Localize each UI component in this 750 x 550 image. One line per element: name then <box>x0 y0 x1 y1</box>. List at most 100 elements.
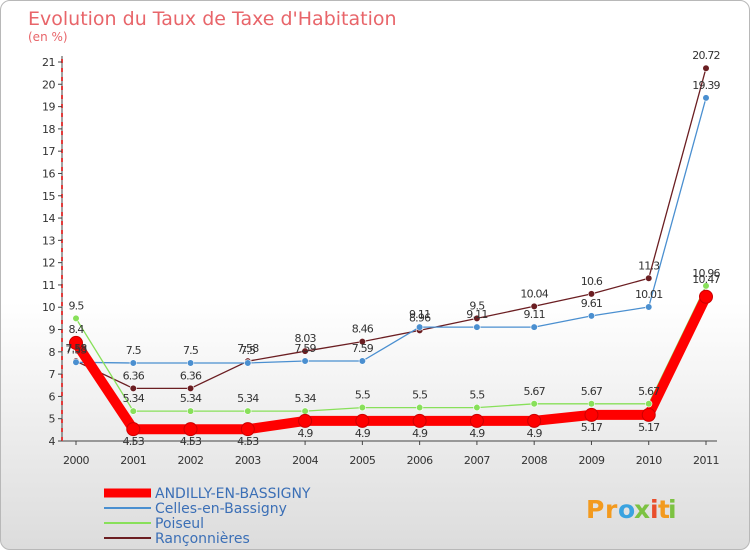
logo-letter: P <box>586 495 604 524</box>
data-label: 9.5 <box>68 299 84 312</box>
data-label: 7.59 <box>294 342 316 355</box>
data-point <box>183 422 198 437</box>
x-tick-label: 2006 <box>407 454 433 467</box>
logo-letter: i <box>668 495 677 524</box>
data-point <box>298 413 313 428</box>
data-point <box>186 407 195 415</box>
data-label: 6.36 <box>123 369 145 382</box>
data-point <box>129 407 137 415</box>
data-point <box>244 407 252 415</box>
data-point <box>702 282 710 290</box>
data-point <box>72 314 80 322</box>
data-point <box>416 403 424 412</box>
data-point <box>473 323 481 331</box>
y-tick-label: 19 <box>42 101 55 114</box>
data-point <box>301 407 309 415</box>
series-line-2 <box>75 285 707 412</box>
x-tick-label: 2000 <box>63 454 89 467</box>
data-label: 5.67 <box>638 385 660 398</box>
data-label: 10.47 <box>692 273 720 286</box>
logo-letter: t <box>658 495 670 524</box>
x-tick-label: 2004 <box>292 454 318 467</box>
data-label: 7.58 <box>237 342 259 355</box>
y-tick-label: 11 <box>42 279 55 292</box>
series-lines <box>71 67 711 435</box>
y-tick-label: 16 <box>42 167 55 180</box>
data-point <box>473 314 481 322</box>
y-tick-label: 4 <box>49 435 56 448</box>
data-label: 5.67 <box>524 385 546 398</box>
data-point <box>358 337 366 346</box>
chart-subtitle: (en %) <box>28 30 68 44</box>
data-point <box>645 400 653 408</box>
data-label: 10.6 <box>581 275 603 288</box>
data-label: 11.3 <box>638 259 660 272</box>
data-label: 8.03 <box>294 332 316 345</box>
data-point <box>129 359 137 367</box>
data-label: 10.04 <box>520 287 548 300</box>
data-point <box>240 422 255 437</box>
data-label: 8.46 <box>352 323 374 336</box>
data-label: 5.34 <box>294 392 316 405</box>
x-tick-label: 2008 <box>521 454 547 467</box>
data-label: 5.5 <box>469 389 485 402</box>
data-label: 4.53 <box>123 435 145 448</box>
data-label: 7.5 <box>183 344 199 357</box>
data-label: 19.39 <box>692 79 720 92</box>
x-tick-label: 2011 <box>693 454 719 467</box>
data-label: 7.53 <box>65 343 87 356</box>
logo-letter: x <box>634 495 650 524</box>
data-label: 7.5 <box>240 344 256 357</box>
data-label: 9.61 <box>581 297 602 310</box>
data-point <box>587 312 596 320</box>
data-point <box>358 357 366 365</box>
data-label: 9.11 <box>466 308 487 321</box>
x-tick-label: 2009 <box>578 454 604 467</box>
legend-label: Poiseul <box>155 516 204 532</box>
data-label: 9.11 <box>524 308 545 321</box>
data-label: 7.5 <box>126 344 142 357</box>
data-point <box>587 400 596 408</box>
data-label: 5.34 <box>180 392 202 405</box>
data-point <box>301 357 309 365</box>
y-tick-label: 14 <box>42 212 55 225</box>
data-label: 5.17 <box>581 421 603 434</box>
data-point <box>69 335 83 350</box>
logo-letter: o <box>618 495 635 524</box>
data-labels: 8.4 4.53 4.53 4.53 4.9 4.9 4.9 4.9 4.9 5.17 5.17 10… <box>65 49 721 448</box>
data-label: 7.59 <box>352 342 374 355</box>
y-tick-label: 12 <box>42 257 55 270</box>
data-point <box>702 94 710 102</box>
data-label: 10.96 <box>692 267 720 280</box>
axes: 4 5 6 7 8 9 10 11 12 13 14 15 16 17 18 19 20 21 2000 2001 20… <box>42 56 720 467</box>
x-tick-label: 2010 <box>636 454 662 467</box>
data-label: 4.9 <box>469 427 485 440</box>
data-point <box>358 403 366 412</box>
y-tick-label: 10 <box>42 301 55 314</box>
data-label: 4.53 <box>237 435 259 448</box>
data-point <box>587 290 596 298</box>
y-tick-label: 18 <box>42 123 55 136</box>
data-label: 5.17 <box>638 421 660 434</box>
data-label: 9.5 <box>469 299 485 312</box>
series-line-3 <box>75 67 707 390</box>
data-label: 10.01 <box>635 288 663 301</box>
logo-letter: i <box>650 495 659 524</box>
data-label: 7.58 <box>65 342 87 355</box>
data-label: 4.9 <box>412 427 428 440</box>
legend-label: Rançonnières <box>155 531 250 547</box>
legend: ANDILLY-EN-BASSIGNYCelles-en-BassignyPoi… <box>104 486 311 547</box>
series-points <box>69 64 713 437</box>
data-label: 4.9 <box>355 427 371 440</box>
data-label: 8.4 <box>68 323 84 336</box>
data-point <box>473 403 481 412</box>
data-point <box>186 359 195 367</box>
data-point <box>301 347 309 355</box>
data-point <box>645 274 653 282</box>
y-tick-label: 5 <box>49 413 56 426</box>
data-label: 5.67 <box>581 385 603 398</box>
x-tick-label: 2007 <box>464 454 490 467</box>
